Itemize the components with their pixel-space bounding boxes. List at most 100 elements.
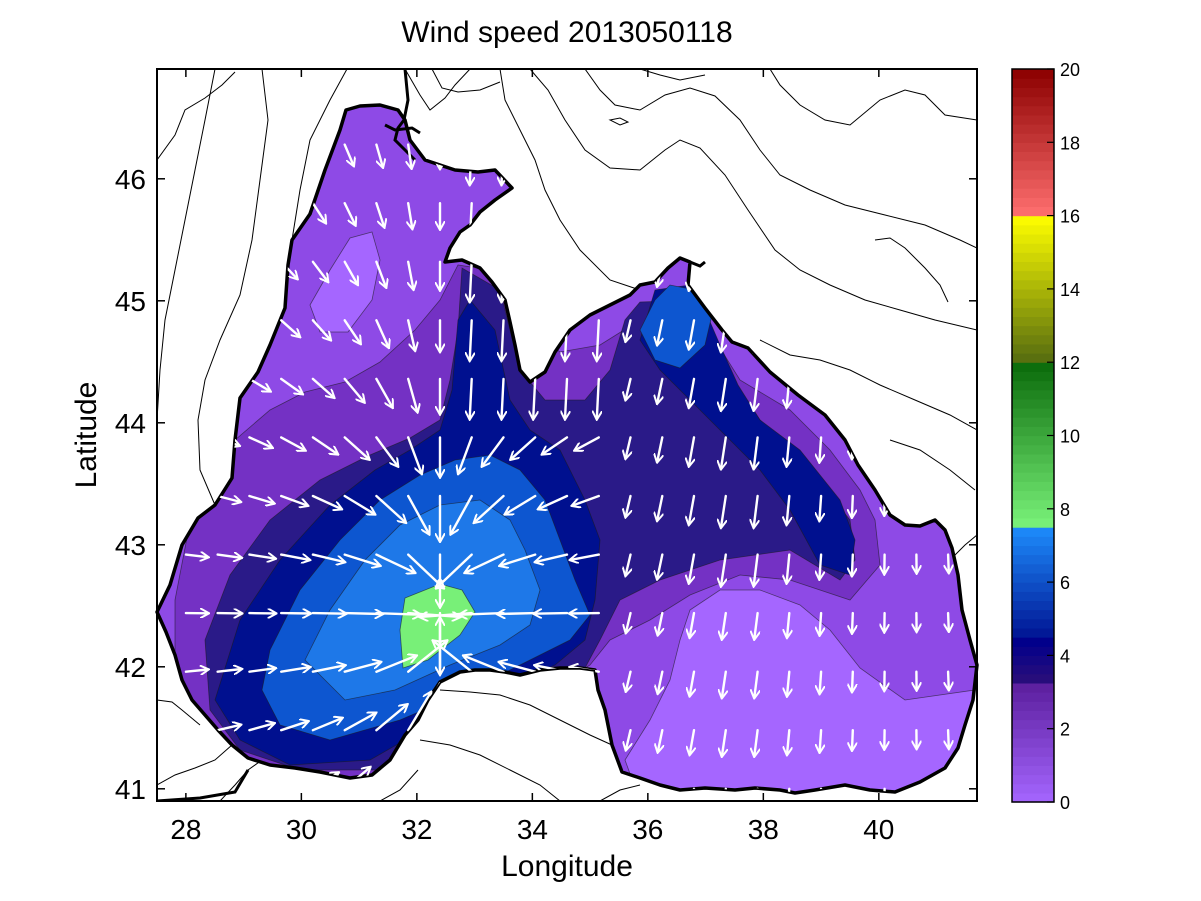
x-tick-label: 34 <box>517 814 548 845</box>
wind-arrow <box>343 143 354 166</box>
colorbar-step <box>1012 655 1054 666</box>
y-tick-label: 43 <box>115 530 146 561</box>
wind-arrow <box>722 611 726 639</box>
wind-arrow <box>502 377 504 419</box>
wind-arrow <box>658 611 663 635</box>
wind-arrow <box>375 143 382 168</box>
wind-arrow <box>280 377 302 394</box>
wind-arrow <box>407 494 429 534</box>
colorbar-tick-label: 8 <box>1060 500 1070 520</box>
wind-arrow <box>658 729 663 752</box>
colorbar-step <box>1012 517 1054 528</box>
x-tick-label: 30 <box>286 814 317 845</box>
colorbar-step <box>1012 600 1054 611</box>
wind-arrow <box>343 553 380 566</box>
wind-arrow <box>787 611 789 637</box>
x-axis-label: Longitude <box>501 850 633 883</box>
x-tick-label: 40 <box>863 814 894 845</box>
wind-arrow <box>565 377 567 419</box>
wind-arrow <box>436 553 473 588</box>
colorbar-tick-label: 14 <box>1060 280 1080 300</box>
wind-arrow <box>311 718 342 732</box>
wind-arrow <box>280 319 299 336</box>
wind-arrow <box>535 553 569 562</box>
wind-arrow <box>626 494 631 517</box>
wind-arrow <box>754 377 758 410</box>
wind-arrow <box>248 723 274 732</box>
colorbar-tick-label: 20 <box>1060 60 1080 80</box>
colorbar-step <box>1012 563 1054 574</box>
wind-arrow <box>280 721 308 732</box>
wind-arrow <box>311 201 326 223</box>
colorbar-step <box>1012 426 1054 437</box>
colorbar-tick-label: 16 <box>1060 207 1080 227</box>
colorbar-step <box>1012 215 1054 226</box>
wind-arrow <box>787 436 790 466</box>
colorbar-step <box>1012 169 1054 180</box>
wind-arrow <box>458 436 473 473</box>
axes-frame <box>156 68 978 802</box>
wind-arrow <box>375 553 414 573</box>
wind-arrow <box>539 494 569 509</box>
wind-arrow <box>216 494 241 502</box>
wind-arrow <box>343 319 361 343</box>
colorbar-step <box>1012 298 1054 308</box>
wind-arrow <box>533 377 535 419</box>
colorbar-step <box>1012 609 1054 620</box>
colorbar-step <box>1012 380 1054 391</box>
colorbar-step <box>1012 701 1054 711</box>
wind-arrow <box>343 494 375 514</box>
wind-arrow <box>689 494 694 524</box>
colorbar-tick-label: 4 <box>1060 646 1070 666</box>
wind-arrow <box>626 319 631 341</box>
y-tick-label: 41 <box>115 774 146 805</box>
colorbar-step <box>1012 646 1054 656</box>
colorbar-step <box>1012 233 1054 244</box>
colorbar-step <box>1012 417 1054 427</box>
x-tick-label: 28 <box>170 814 201 845</box>
colorbar-step <box>1012 178 1054 189</box>
wind-arrow <box>575 436 600 450</box>
wind-arrow <box>343 201 356 225</box>
colorbar-step <box>1012 325 1054 336</box>
colorbar-step <box>1012 243 1054 253</box>
colorbar-step <box>1012 69 1054 79</box>
colorbar-step <box>1012 316 1054 327</box>
colorbar-step <box>1012 105 1054 116</box>
colorbar-step <box>1012 481 1054 492</box>
wind-arrow <box>820 611 822 635</box>
wind-arrow <box>311 377 334 398</box>
colorbar-step <box>1012 545 1054 556</box>
wind-arrow <box>534 613 569 614</box>
wind-arrow <box>721 494 726 527</box>
wind-arrow <box>511 436 537 459</box>
colorbar-step <box>1012 756 1054 766</box>
colorbar-ticks: 0 2 4 6 8 10 12 14 16 18 20 <box>1060 60 1080 813</box>
colorbar-step <box>1012 536 1054 547</box>
wind-arrow <box>657 377 662 403</box>
chart-title: Wind speed 2013050118 <box>401 16 732 49</box>
colorbar-step <box>1012 114 1054 125</box>
wind-arrow <box>311 436 338 454</box>
wind-arrow <box>375 377 392 407</box>
colorbar-step <box>1012 435 1054 446</box>
wind-arrow <box>819 494 821 521</box>
colorbar-step <box>1012 582 1054 592</box>
colorbar-step <box>1012 627 1054 638</box>
wind-arrow <box>570 553 600 560</box>
wind-arrow <box>657 319 662 344</box>
colorbar-tick-label: 6 <box>1060 573 1070 593</box>
wind-arrow <box>311 553 345 562</box>
wind-arrow <box>343 713 376 732</box>
wind-arrow <box>280 667 310 672</box>
wind-arrow <box>754 436 758 468</box>
wind-arrow <box>948 729 949 748</box>
wind-arrow <box>689 553 694 583</box>
colorbar-step <box>1012 279 1054 290</box>
wind-arrow <box>216 669 242 672</box>
colorbar-step <box>1012 737 1054 748</box>
wind-arrow <box>248 377 270 391</box>
wind-arrow <box>754 553 758 586</box>
colorbar-step <box>1012 490 1054 501</box>
colorbar-step <box>1012 334 1054 345</box>
